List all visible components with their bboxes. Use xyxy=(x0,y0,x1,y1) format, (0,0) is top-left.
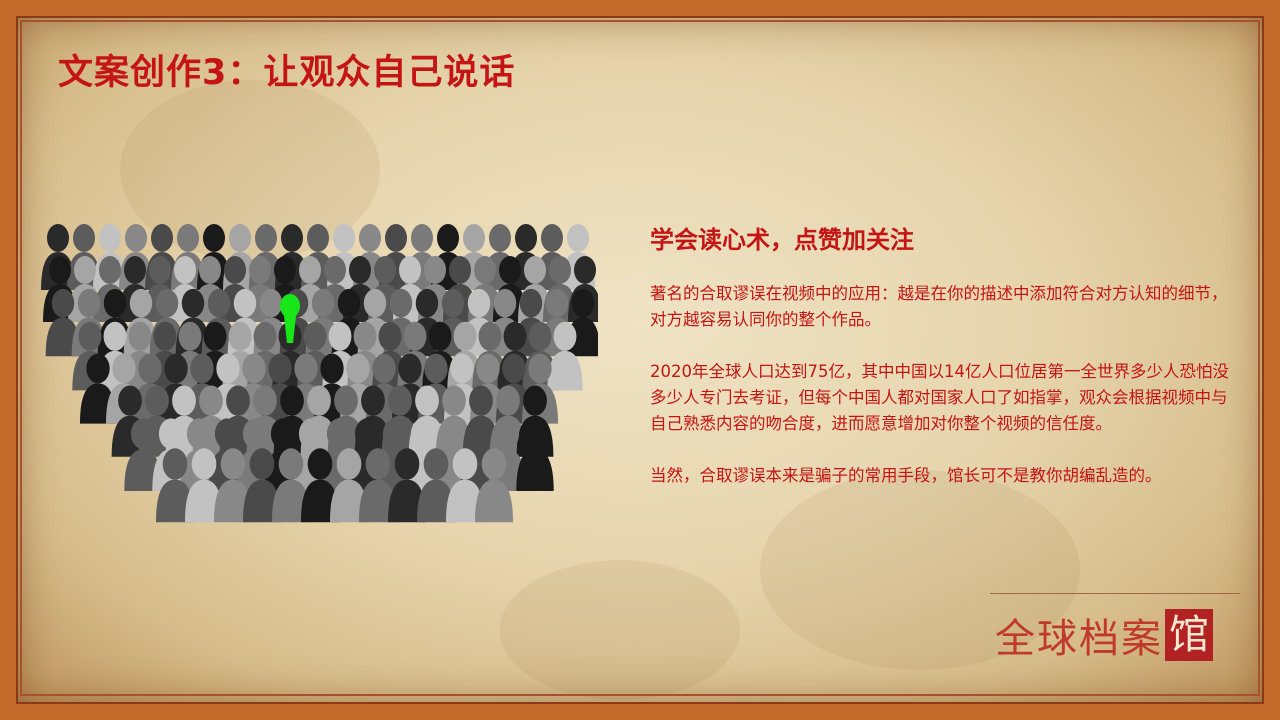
person-silhouette xyxy=(387,448,427,523)
person-silhouette xyxy=(155,448,195,523)
paper-stain xyxy=(500,560,740,700)
person-silhouette xyxy=(124,418,162,491)
person-silhouette xyxy=(329,448,369,523)
paragraph-3: 当然，合取谬误本来是骗子的常用手段，馆长可不是教你胡编乱造的。 xyxy=(650,466,1162,485)
person-silhouette xyxy=(474,448,514,523)
person-silhouette xyxy=(45,288,81,357)
person-silhouette xyxy=(184,448,224,523)
person-silhouette xyxy=(547,321,583,391)
person-silhouette xyxy=(300,448,340,523)
person-silhouette xyxy=(445,448,485,523)
subheading: 学会读心术，点赞加关注 xyxy=(650,226,914,254)
person-silhouette xyxy=(271,448,311,523)
person-silhouette xyxy=(242,448,282,523)
crowd-illustration xyxy=(41,224,598,523)
logo-text: 全球档案 xyxy=(995,616,1163,662)
text-block: 学会读心术，点赞加关注 著名的合取谬误在视频中的应用：越是在你的描述中添加符合对… xyxy=(650,220,1260,515)
highlighted-person xyxy=(280,294,300,343)
paper-stain xyxy=(760,470,1080,670)
crowd-people xyxy=(41,224,598,523)
logo-box: 馆 xyxy=(1165,609,1213,661)
inner-border xyxy=(20,20,1260,696)
person-silhouette xyxy=(416,448,456,523)
paragraph-2: 2020年全球人口达到75亿，其中中国以14亿人口位居第一全世界多少人恐怕没多少… xyxy=(650,362,1229,433)
person-silhouette xyxy=(358,448,398,523)
slide-title: 文案创作3：让观众自己说话 xyxy=(58,53,516,93)
brand-logo: 全球档案 馆 xyxy=(995,607,1213,663)
person-silhouette xyxy=(516,418,554,491)
logo-divider xyxy=(990,593,1240,594)
paragraph-1: 著名的合取谬误在视频中的应用：越是在你的描述中添加符合对方认知的细节，对方越容易… xyxy=(650,284,1228,329)
person-silhouette xyxy=(213,448,253,523)
